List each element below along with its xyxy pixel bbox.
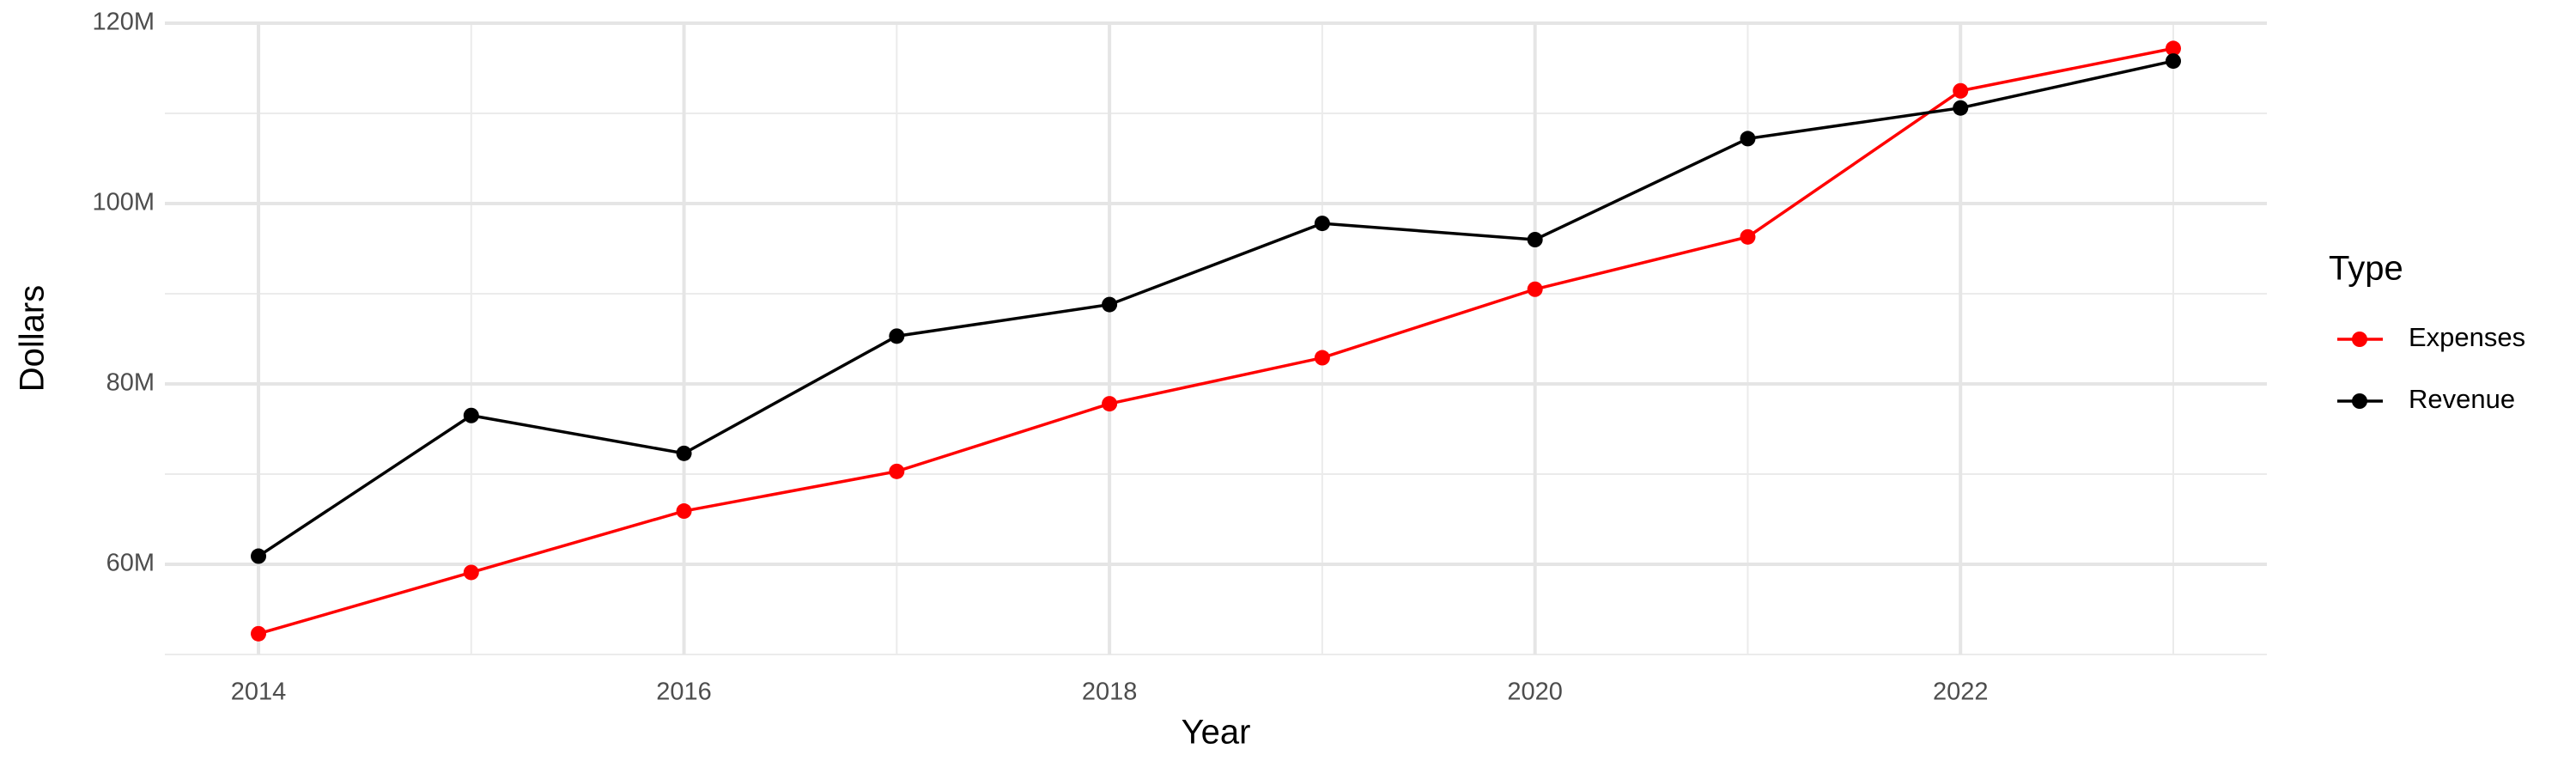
y-tick-label: 80M xyxy=(106,369,155,397)
point xyxy=(889,463,905,479)
point xyxy=(1953,100,1969,116)
x-tick-label: 2018 xyxy=(1082,679,1138,706)
point xyxy=(251,548,267,564)
point xyxy=(1102,296,1118,313)
point xyxy=(1102,396,1118,412)
point xyxy=(463,564,479,581)
point xyxy=(676,445,692,461)
line xyxy=(258,46,2174,636)
point xyxy=(1314,216,1330,232)
y-tick-label: 120M xyxy=(92,9,155,36)
point xyxy=(463,407,479,423)
y-tick-label: 100M xyxy=(92,189,155,216)
point xyxy=(1314,350,1330,366)
legend-point xyxy=(2352,393,2367,409)
point xyxy=(676,503,692,520)
point xyxy=(889,328,905,344)
x-tick-label: 2022 xyxy=(1933,679,1989,706)
legend-point xyxy=(2352,332,2367,347)
legend-title: Type xyxy=(2329,250,2403,288)
y-axis-title: Dollars xyxy=(14,285,52,392)
line xyxy=(258,59,2174,558)
x-axis-title: Year xyxy=(1182,714,1251,752)
y-tick-label: 60M xyxy=(106,550,155,577)
point xyxy=(1953,82,1969,99)
point xyxy=(2165,40,2181,57)
legend-label: Revenue xyxy=(2409,384,2515,414)
x-tick-label: 2020 xyxy=(1507,679,1563,706)
point xyxy=(2165,53,2181,70)
point xyxy=(251,625,267,642)
x-tick-label: 2014 xyxy=(231,679,287,706)
legend-label: Expenses xyxy=(2409,322,2525,352)
point xyxy=(1527,281,1543,297)
point xyxy=(1527,232,1543,247)
point xyxy=(1740,131,1756,147)
point xyxy=(1740,228,1756,245)
x-tick-label: 2016 xyxy=(656,679,712,706)
